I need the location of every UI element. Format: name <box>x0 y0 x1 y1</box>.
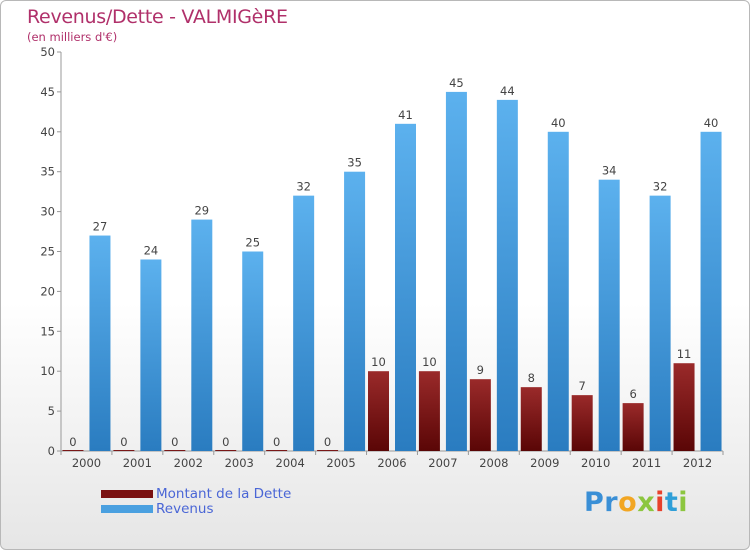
x-tick-label: 2002 <box>174 456 203 470</box>
bar-dette <box>571 395 593 451</box>
logo-letter: r <box>604 487 619 518</box>
y-tick-label: 10 <box>40 364 55 378</box>
bar-dette <box>215 450 237 451</box>
y-tick-label: 45 <box>40 85 55 99</box>
bar-revenus <box>547 131 569 452</box>
chart-title: Revenus/Dette - VALMIGèRE <box>27 6 288 28</box>
y-tick-label: 20 <box>40 284 55 298</box>
bar-revenus <box>293 195 315 451</box>
data-label-dette: 6 <box>629 387 636 401</box>
data-label-revenus: 24 <box>144 243 159 257</box>
bar-revenus <box>89 235 111 451</box>
data-label-revenus: 40 <box>551 116 566 130</box>
legend-swatch-dette <box>101 490 153 498</box>
data-label-dette: 10 <box>371 355 386 369</box>
logo-letter: P <box>584 487 605 518</box>
legend-label-revenus: Revenus <box>156 501 214 517</box>
bar-dette <box>62 450 84 451</box>
x-tick-label: 2006 <box>377 456 406 470</box>
bar-revenus <box>649 195 671 451</box>
data-label-dette: 11 <box>677 347 692 361</box>
x-tick-label: 2008 <box>479 456 508 470</box>
data-label-revenus: 29 <box>194 204 209 218</box>
logo-letter: t <box>664 487 679 518</box>
y-tick-label: 15 <box>40 324 55 338</box>
data-label-dette: 10 <box>422 355 437 369</box>
bar-dette <box>164 450 186 451</box>
logo-letter: i <box>678 487 689 518</box>
data-label-revenus: 32 <box>653 180 668 194</box>
bar-revenus <box>242 251 264 451</box>
x-tick-label: 2012 <box>683 456 712 470</box>
legend-label-dette: Montant de la Dette <box>156 486 292 502</box>
data-label-dette: 0 <box>273 435 280 449</box>
data-label-revenus: 32 <box>296 180 311 194</box>
data-label-revenus: 45 <box>449 76 464 90</box>
y-tick-label: 35 <box>40 165 55 179</box>
proxiti-logo: Proxiti <box>584 487 688 518</box>
data-label-dette: 0 <box>222 435 229 449</box>
logo-letter: o <box>618 487 638 518</box>
bar-revenus <box>395 123 416 451</box>
x-tick-label: 2003 <box>225 456 254 470</box>
y-tick-label: 25 <box>40 245 55 259</box>
bar-revenus <box>344 171 366 451</box>
bar-dette <box>113 450 135 451</box>
y-tick-label: 30 <box>40 205 55 219</box>
bar-revenus <box>700 131 722 452</box>
x-tick-label: 2010 <box>581 456 610 470</box>
x-tick-label: 2000 <box>72 456 101 470</box>
bar-dette <box>520 387 542 451</box>
bar-revenus <box>445 91 467 452</box>
data-label-dette: 9 <box>477 363 484 377</box>
bar-dette <box>418 371 440 451</box>
y-tick-label: 50 <box>40 45 55 59</box>
data-label-revenus: 40 <box>704 116 719 130</box>
bar-dette <box>317 450 339 451</box>
y-tick-label: 0 <box>48 444 55 458</box>
data-label-revenus: 35 <box>347 156 362 170</box>
bar-dette <box>469 379 491 451</box>
legend-swatch-revenus <box>101 505 153 513</box>
data-label-revenus: 44 <box>500 84 515 98</box>
data-label-revenus: 25 <box>245 236 260 250</box>
data-label-dette: 0 <box>171 435 178 449</box>
x-tick-label: 2005 <box>326 456 355 470</box>
data-label-dette: 8 <box>528 371 535 385</box>
logo-letter: x <box>637 487 656 518</box>
data-label-dette: 0 <box>69 435 76 449</box>
x-tick-label: 2007 <box>428 456 457 470</box>
x-tick-label: 2011 <box>632 456 661 470</box>
data-label-revenus: 27 <box>93 220 108 234</box>
bar-revenus <box>496 99 518 451</box>
data-label-revenus: 41 <box>398 108 413 122</box>
data-label-dette: 0 <box>324 435 331 449</box>
x-tick-label: 2004 <box>276 456 305 470</box>
bar-dette <box>622 403 644 451</box>
data-label-dette: 7 <box>579 379 586 393</box>
bar-revenus <box>598 179 620 451</box>
bar-revenus <box>140 259 162 451</box>
x-tick-label: 2001 <box>123 456 152 470</box>
x-tick-label: 2009 <box>530 456 559 470</box>
chart-subtitle: (en milliers d'€) <box>27 30 118 44</box>
logo-letter: i <box>655 487 665 518</box>
data-label-revenus: 34 <box>602 164 617 178</box>
bar-dette <box>673 363 695 451</box>
y-tick-label: 40 <box>40 125 55 139</box>
bar-dette <box>368 371 389 451</box>
bar-dette <box>266 450 288 451</box>
data-label-dette: 0 <box>120 435 127 449</box>
y-tick-label: 5 <box>48 404 55 418</box>
bar-revenus <box>191 219 213 451</box>
